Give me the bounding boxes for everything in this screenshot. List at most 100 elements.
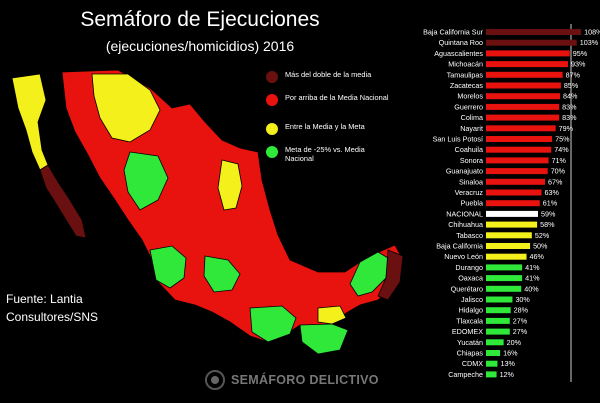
category-label: Jalisco: [461, 295, 483, 304]
bar: [486, 339, 504, 346]
bar: [486, 296, 513, 303]
bar: [486, 264, 523, 271]
value-label: 41%: [525, 263, 540, 272]
category-label: CDMX: [462, 359, 483, 368]
bar-chart: Baja California Sur 108% Quintana Roo 103% A…: [423, 24, 600, 382]
bar: [486, 200, 540, 207]
value-label: 79%: [559, 124, 574, 133]
value-label: 27%: [513, 327, 528, 336]
value-label: 74%: [554, 145, 569, 154]
value-label: 27%: [513, 316, 528, 325]
bar: [486, 82, 561, 89]
legend-item-dark-red: Más del doble de la media: [266, 70, 406, 84]
map-tabasco: [317, 305, 347, 325]
value-label: 95%: [573, 49, 588, 58]
value-label: 13%: [500, 359, 515, 368]
category-label: Chihuahua: [448, 220, 483, 229]
category-label: Quintana Roo: [439, 38, 483, 47]
chart-subtitle: (ejecuciones/homicidios) 2016: [105, 38, 295, 54]
value-label: 70%: [551, 167, 566, 176]
category-label: Nuevo León: [444, 252, 483, 261]
bar: [486, 328, 510, 335]
category-label: Aguascalientes: [434, 49, 483, 58]
value-label: 93%: [571, 60, 586, 69]
map-quintana-roo: [377, 249, 404, 301]
bar: [486, 157, 549, 164]
bar: [486, 307, 511, 314]
value-label: 58%: [540, 220, 555, 229]
legend-item-green: Meta de -25% vs. Media Nacional: [266, 145, 406, 165]
bar: [486, 168, 548, 175]
category-label: Michoacán: [448, 60, 483, 69]
category-label: Baja California: [436, 242, 483, 251]
legend-swatch-green: [266, 146, 278, 158]
bar: [486, 285, 522, 292]
bar: [486, 371, 497, 378]
category-label: Colima: [461, 113, 483, 122]
bar: [486, 243, 531, 249]
bar: [486, 125, 556, 132]
category-label: Zacatecas: [450, 81, 484, 90]
bar: [486, 61, 568, 68]
semaforo-logo-icon: [205, 370, 225, 390]
value-label: 103%: [580, 38, 599, 47]
legend-label: Por arriba de la Media Nacional: [285, 93, 389, 102]
map-chiapas: [299, 323, 349, 355]
category-label: Tamaulipas: [447, 70, 484, 79]
brand-name: SEMÁFORO DELICTIVO: [231, 373, 379, 387]
category-label: Hidalgo: [459, 306, 483, 315]
bar: [486, 275, 523, 282]
bar: [486, 232, 532, 239]
category-label: Campeche: [448, 370, 483, 379]
value-label: 41%: [525, 274, 540, 283]
category-label: Querétaro: [451, 284, 483, 293]
map-durango: [123, 151, 169, 211]
source-line-2: Consultores/SNS: [6, 310, 99, 324]
value-label: 12%: [500, 370, 515, 379]
legend-swatch-red: [266, 94, 278, 106]
map-chihuahua: [91, 73, 161, 143]
bar: [486, 71, 563, 78]
value-label: 108%: [584, 28, 600, 37]
value-label: 50%: [533, 242, 548, 251]
category-label: Puebla: [461, 199, 483, 208]
category-label: Sonora: [460, 156, 483, 165]
value-label: 83%: [562, 102, 577, 111]
value-label: 85%: [564, 81, 579, 90]
bar: [486, 350, 501, 356]
value-label: 83%: [562, 113, 577, 122]
category-label: Sinaloa: [459, 177, 483, 186]
category-label: Tlaxcala: [456, 316, 483, 325]
source-line-1: Fuente: Lantia: [6, 292, 83, 306]
bar: [486, 114, 560, 121]
bar: [486, 103, 560, 110]
legend-label: Meta de -25% vs. Media Nacional: [285, 145, 365, 163]
source-note: Fuente: Lantia Consultores/SNS: [6, 290, 98, 326]
value-label: 59%: [541, 209, 556, 218]
category-label: Coahuila: [455, 145, 483, 154]
category-label: San Luis Potosí: [433, 135, 483, 144]
value-label: 75%: [555, 135, 570, 144]
map-oaxaca: [249, 305, 297, 343]
legend-label: Entre la Media y la Meta: [285, 122, 365, 131]
bar: [486, 317, 510, 324]
legend-swatch-dark-red: [266, 71, 278, 83]
value-label: 16%: [503, 349, 518, 358]
category-label: EDOMEX: [452, 327, 483, 336]
map-nuevo-leon: [217, 159, 243, 211]
bar: [486, 210, 538, 217]
category-label: NACIONAL: [446, 209, 483, 218]
bar: [486, 253, 527, 260]
category-label: Guerrero: [454, 102, 483, 111]
chart-title: Semáforo de Ejecuciones: [80, 8, 320, 31]
value-label: 63%: [545, 188, 560, 197]
value-label: 46%: [530, 252, 545, 261]
category-label: Veracruz: [455, 188, 484, 197]
category-label: Morelos: [457, 92, 483, 101]
map-legend: Más del doble de la media Por arriba de …: [266, 70, 406, 174]
map-jalisco: [149, 245, 187, 289]
legend-item-red: Por arriba de la Media Nacional: [266, 93, 406, 113]
map-baja-california: [11, 73, 49, 171]
legend-item-yellow: Entre la Media y la Meta: [266, 122, 406, 136]
bar: [486, 360, 498, 367]
